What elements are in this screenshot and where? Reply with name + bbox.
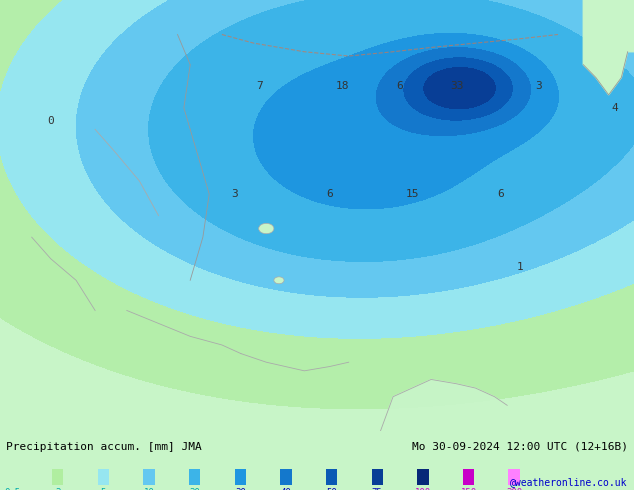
Circle shape — [274, 277, 284, 284]
Circle shape — [259, 223, 274, 234]
Polygon shape — [380, 379, 507, 431]
Text: 75: 75 — [372, 488, 382, 490]
Text: 200: 200 — [506, 488, 522, 490]
Bar — [52, 469, 63, 485]
Text: 6: 6 — [327, 189, 333, 199]
Bar — [326, 469, 337, 485]
Text: 30: 30 — [235, 488, 245, 490]
Bar — [6, 469, 18, 485]
Bar — [189, 469, 200, 485]
Text: 33: 33 — [450, 81, 463, 91]
Text: 4: 4 — [612, 103, 618, 113]
Text: 3: 3 — [536, 81, 542, 91]
Text: 5: 5 — [101, 488, 106, 490]
Text: 0: 0 — [48, 116, 54, 126]
Text: 7: 7 — [257, 81, 263, 91]
Text: 150: 150 — [460, 488, 477, 490]
Bar — [98, 469, 109, 485]
Text: 2: 2 — [55, 488, 60, 490]
Text: 100: 100 — [415, 488, 431, 490]
Text: 40: 40 — [281, 488, 291, 490]
Text: 20: 20 — [190, 488, 200, 490]
Text: Precipitation accum. [mm] JMA: Precipitation accum. [mm] JMA — [6, 442, 202, 452]
Text: 10: 10 — [144, 488, 154, 490]
Text: 3: 3 — [231, 189, 238, 199]
Bar — [280, 469, 292, 485]
Text: 1: 1 — [517, 262, 523, 272]
Bar — [463, 469, 474, 485]
Text: 15: 15 — [405, 189, 419, 199]
Bar — [235, 469, 246, 485]
Bar — [417, 469, 429, 485]
Text: 0.5: 0.5 — [4, 488, 20, 490]
Text: 6: 6 — [498, 189, 504, 199]
Text: 50: 50 — [327, 488, 337, 490]
Polygon shape — [583, 0, 634, 95]
Text: 18: 18 — [335, 81, 349, 91]
Bar — [508, 469, 520, 485]
Bar — [372, 469, 383, 485]
Text: 6: 6 — [396, 81, 403, 91]
Text: Mo 30-09-2024 12:00 UTC (12+16B): Mo 30-09-2024 12:00 UTC (12+16B) — [411, 442, 628, 452]
Bar — [143, 469, 155, 485]
Text: @weatheronline.co.uk: @weatheronline.co.uk — [510, 477, 628, 487]
